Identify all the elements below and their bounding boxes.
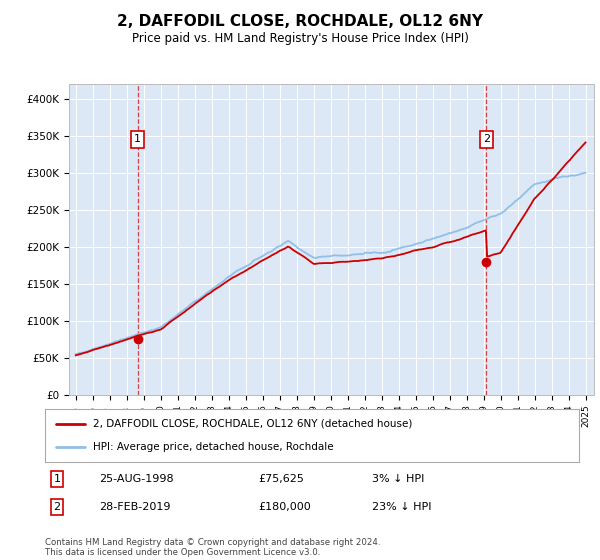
- Text: 2: 2: [53, 502, 61, 512]
- Text: 23% ↓ HPI: 23% ↓ HPI: [372, 502, 431, 512]
- Text: 25-AUG-1998: 25-AUG-1998: [99, 474, 173, 484]
- Text: Contains HM Land Registry data © Crown copyright and database right 2024.
This d: Contains HM Land Registry data © Crown c…: [45, 538, 380, 557]
- Text: HPI: Average price, detached house, Rochdale: HPI: Average price, detached house, Roch…: [93, 442, 334, 452]
- Text: 3% ↓ HPI: 3% ↓ HPI: [372, 474, 424, 484]
- Text: 2, DAFFODIL CLOSE, ROCHDALE, OL12 6NY: 2, DAFFODIL CLOSE, ROCHDALE, OL12 6NY: [117, 14, 483, 29]
- Text: 2: 2: [483, 134, 490, 144]
- Text: 2, DAFFODIL CLOSE, ROCHDALE, OL12 6NY (detached house): 2, DAFFODIL CLOSE, ROCHDALE, OL12 6NY (d…: [93, 419, 412, 429]
- Text: £180,000: £180,000: [258, 502, 311, 512]
- Text: 1: 1: [53, 474, 61, 484]
- Text: Price paid vs. HM Land Registry's House Price Index (HPI): Price paid vs. HM Land Registry's House …: [131, 32, 469, 45]
- Text: 28-FEB-2019: 28-FEB-2019: [99, 502, 170, 512]
- Text: 1: 1: [134, 134, 142, 144]
- Text: £75,625: £75,625: [258, 474, 304, 484]
